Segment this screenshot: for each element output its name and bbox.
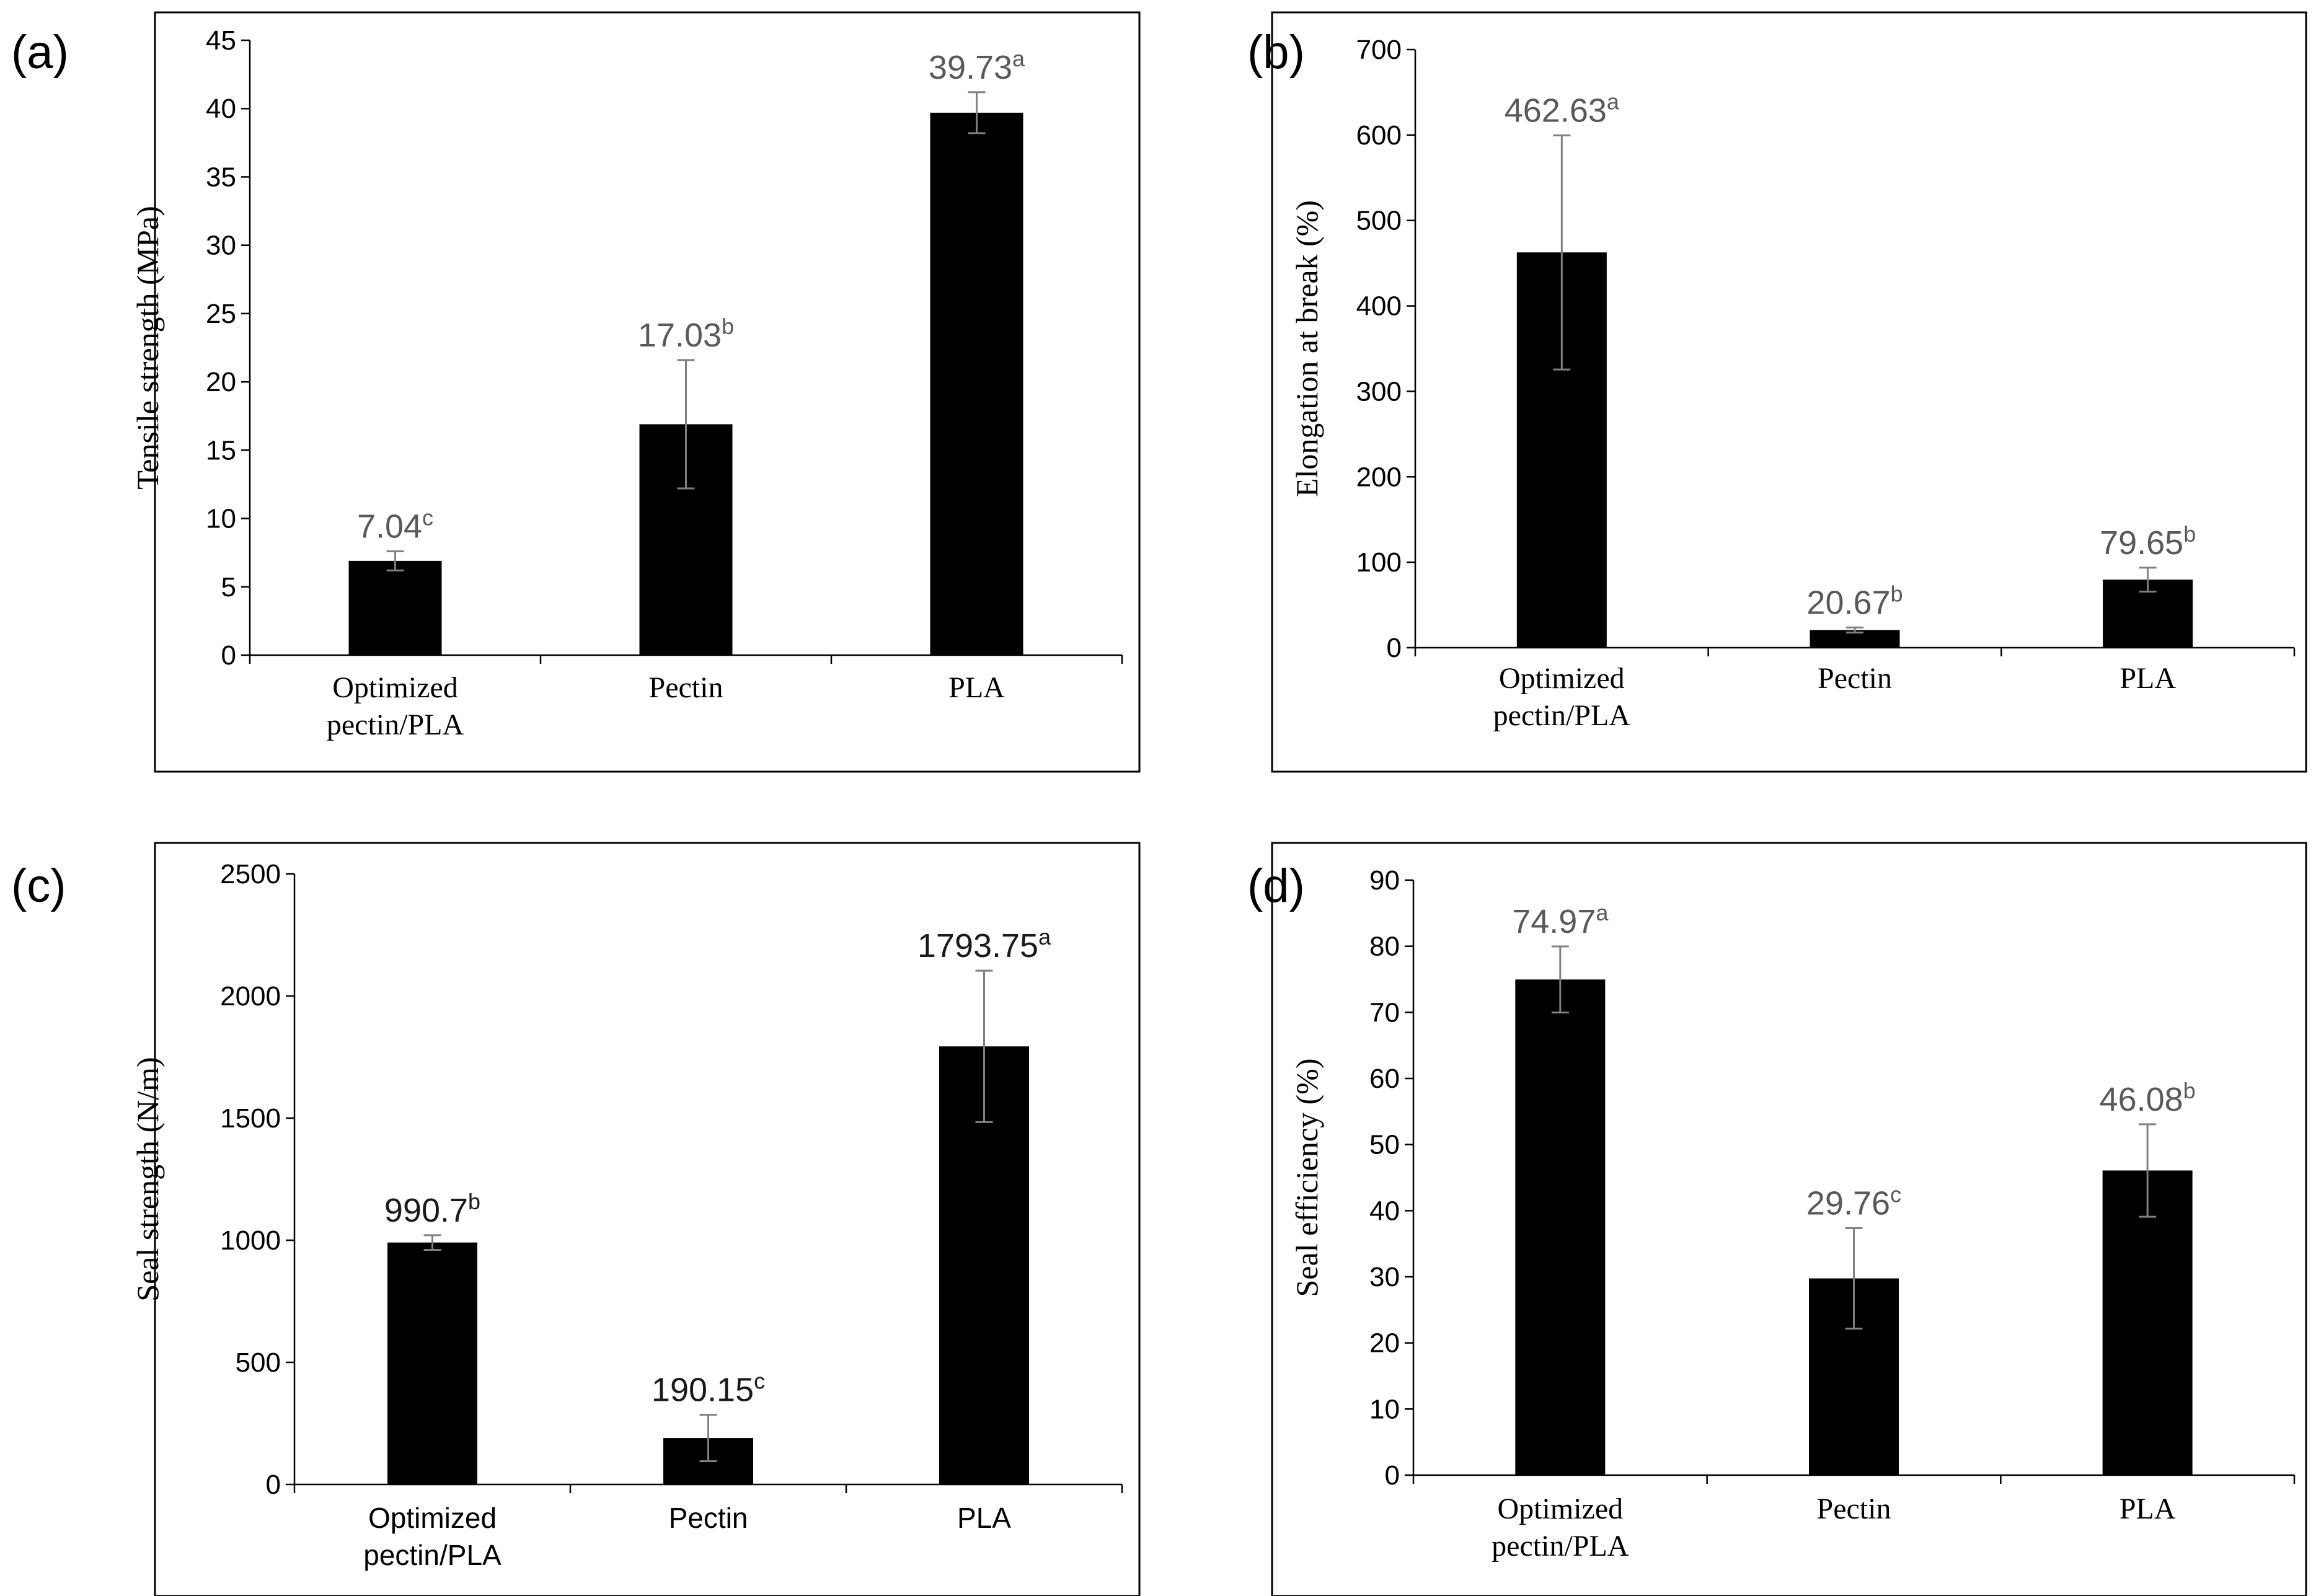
y-tick-label: 700	[1356, 35, 1402, 65]
data-label: 79.65b	[2100, 521, 2196, 562]
y-tick-label: 50	[1369, 1130, 1400, 1160]
x-tick-label: PLA	[2119, 1492, 2176, 1525]
data-label: 74.97a	[1512, 900, 1609, 940]
data-label: 462.63a	[1505, 89, 1620, 129]
chart-panel-2: (b) 0 100 200 300 400 500 600 700 Elongation at b…	[1247, 11, 2307, 773]
y-axis-title: Seal strength (N/m)	[130, 1057, 165, 1301]
x-tick-label: Optimized pectin/PLA	[1493, 662, 1631, 732]
x-tick-label: Pectin	[649, 671, 723, 704]
bar	[930, 112, 1023, 655]
y-tick-label: 30	[206, 231, 236, 261]
y-axis-title: Seal efficiency (%)	[1289, 1059, 1324, 1297]
y-tick-label: 40	[206, 94, 236, 124]
panel-label: (d)	[1247, 860, 1305, 912]
y-tick-label: 30	[1369, 1262, 1400, 1292]
y-tick-label: 35	[206, 162, 236, 192]
y-tick-label: 500	[236, 1347, 281, 1378]
data-label: 39.73a	[929, 46, 1025, 86]
y-tick-label: 0	[1387, 633, 1402, 663]
y-tick-label: 40	[1369, 1196, 1400, 1226]
y-tick-label: 0	[266, 1470, 281, 1500]
y-axis-title: Tensile strength (MPa)	[130, 206, 165, 490]
y-tick-label: 400	[1356, 291, 1402, 322]
x-tick-label: Pectin	[1818, 662, 1892, 695]
panel-label: (c)	[11, 860, 66, 912]
y-tick-label: 10	[1369, 1394, 1400, 1424]
chart-frame	[1271, 842, 2307, 1596]
x-tick-label: Optimized pectin/PLA	[327, 671, 464, 741]
y-tick-label: 0	[1385, 1460, 1400, 1491]
y-tick-label: 600	[1356, 120, 1402, 151]
y-tick-label: 15	[206, 435, 236, 465]
data-label: 7.04c	[357, 505, 433, 545]
data-label: 1793.75a	[917, 924, 1051, 964]
data-label: 29.76c	[1806, 1181, 1901, 1222]
bar	[348, 560, 442, 655]
y-tick-label: 25	[206, 299, 236, 329]
x-tick-label: Optimized pectin/PLA	[1492, 1492, 1629, 1563]
y-tick-label: 200	[1356, 462, 1402, 492]
panel-label: (a)	[11, 26, 69, 79]
chart-frame	[1271, 11, 2307, 773]
y-tick-label: 0	[221, 640, 236, 671]
y-tick-label: 20	[1369, 1328, 1400, 1359]
y-tick-label: 5	[221, 572, 236, 602]
chart-panel-1: (a) 0 5 10 15 20 25 30 35 40 45 Tensile strength (M…	[11, 11, 1141, 773]
bar	[2102, 1170, 2193, 1475]
bar	[387, 1242, 477, 1484]
y-tick-label: 20	[206, 367, 236, 397]
chart-frame	[154, 842, 1141, 1596]
data-label: 990.7b	[384, 1189, 480, 1229]
y-tick-label: 100	[1356, 547, 1402, 578]
chart-frame	[154, 11, 1141, 773]
y-tick-label: 300	[1356, 376, 1402, 407]
x-tick-label: Pectin	[669, 1502, 748, 1534]
y-axis-title: Elongation at break (%)	[1289, 200, 1324, 497]
y-tick-label: 90	[1369, 865, 1400, 896]
x-tick-label: PLA	[957, 1502, 1011, 1534]
x-tick-label: Optimized pectin/PLA	[363, 1502, 502, 1571]
data-label: 46.08b	[2100, 1078, 2196, 1118]
chart-panel-4: (d) 0 10 20 30 40 50 60 70 80 90 Seal efficiency (%…	[1247, 842, 2307, 1596]
bar	[1515, 979, 1606, 1475]
y-tick-label: 2500	[220, 859, 281, 889]
x-tick-label: PLA	[948, 671, 1005, 704]
x-tick-label: PLA	[2119, 662, 2176, 695]
data-label: 190.15c	[652, 1369, 765, 1409]
y-tick-label: 60	[1369, 1064, 1400, 1094]
y-tick-label: 1500	[220, 1103, 281, 1134]
y-tick-label: 45	[206, 25, 236, 56]
data-label: 20.67b	[1806, 581, 1903, 621]
data-label: 17.03b	[638, 314, 734, 354]
y-tick-label: 10	[206, 504, 236, 534]
y-tick-label: 1000	[220, 1225, 281, 1256]
y-tick-label: 500	[1356, 206, 1402, 236]
chart-panel-3: (c) 0 500 1000 1500 2000 2500 Seal strength (N/…	[11, 842, 1141, 1596]
panel-label: (b)	[1247, 26, 1305, 79]
x-tick-label: Pectin	[1817, 1492, 1891, 1525]
y-tick-label: 70	[1369, 997, 1400, 1028]
y-tick-label: 80	[1369, 932, 1400, 962]
y-tick-label: 2000	[220, 981, 281, 1012]
